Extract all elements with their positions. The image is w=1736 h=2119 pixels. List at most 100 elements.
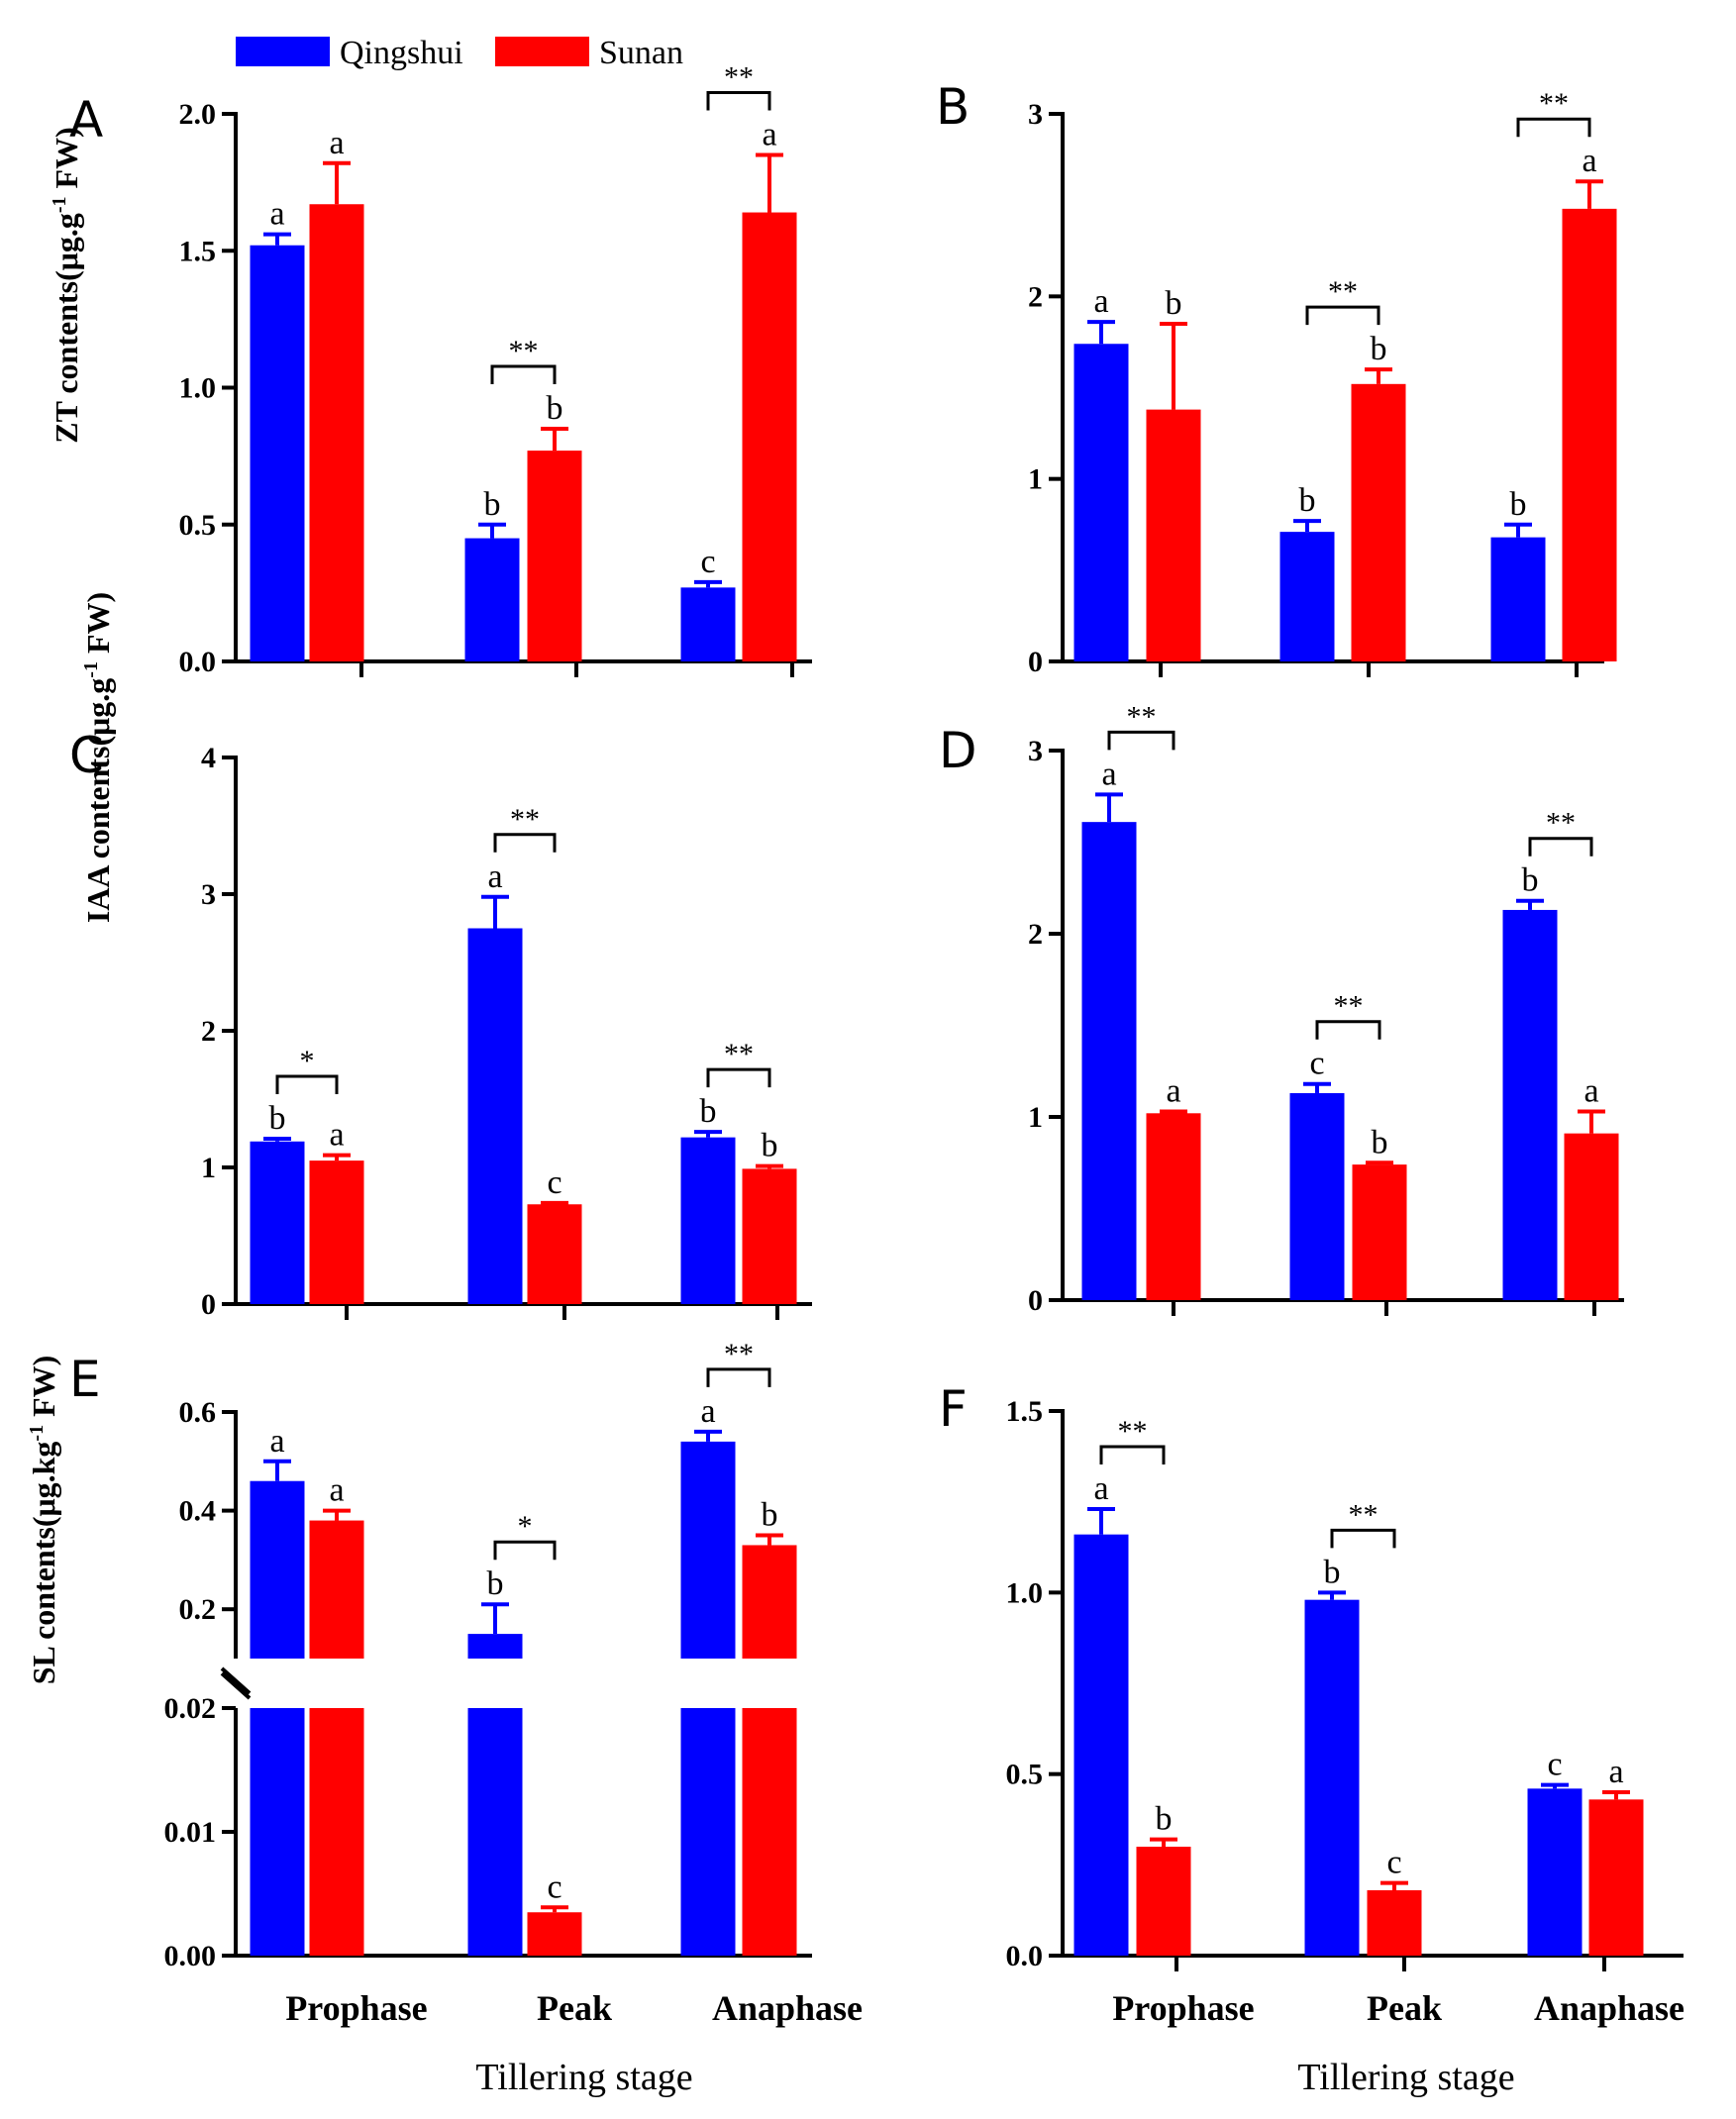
- sig-letter: b: [1371, 331, 1387, 367]
- sig-prophase-bracket: [275, 1074, 339, 1095]
- x-category-label-left: Peak: [537, 1988, 612, 2028]
- legend-swatch-qingshui: [236, 37, 330, 66]
- sig-letter: a: [1583, 1072, 1598, 1109]
- y-tick-label: 0.02: [164, 1692, 217, 1725]
- bar-sunan-anaphase: [1564, 1133, 1619, 1300]
- bar-sunan-peak: [1367, 1890, 1422, 1956]
- bar-qingshui-anaphase: [680, 1137, 736, 1304]
- x-category-label-right: Prophase: [1112, 1988, 1254, 2028]
- legend-label-qingshui: Qingshui: [340, 35, 463, 71]
- sig-peak-stars: **: [510, 803, 540, 836]
- sig-letter: b: [1156, 1801, 1173, 1838]
- sig-letter: a: [269, 1423, 284, 1460]
- y-tick-label: 2.0: [179, 98, 217, 131]
- sig-peak-bracket: [493, 833, 557, 853]
- sig-peak-stars: *: [518, 1510, 533, 1543]
- bar-sunan-peak: [527, 1912, 582, 1956]
- bar-sunan-peak: [1351, 383, 1406, 661]
- axis-break-mark: [220, 1666, 252, 1695]
- bar-qingshui-prophase: [1073, 344, 1129, 661]
- y-tick-label: 2: [1028, 280, 1043, 313]
- sig-letter: b: [487, 1565, 504, 1602]
- sig-letter: c: [547, 1868, 562, 1905]
- y-tick-label: 0.0: [1006, 1940, 1044, 1972]
- sig-letter: a: [329, 1472, 344, 1509]
- sig-prophase-stars: **: [1118, 1415, 1148, 1448]
- y-tick-label: 0: [1028, 1284, 1043, 1317]
- bar-qingshui-peak-lower: [467, 1708, 523, 1956]
- panel-letter-c: C: [69, 727, 104, 784]
- bar-sunan-prophase: [1136, 1847, 1191, 1956]
- bar-qingshui-peak: [1279, 532, 1335, 661]
- bar-qingshui-prophase-upper: [250, 1480, 305, 1659]
- sig-letter: a: [1166, 1072, 1180, 1109]
- y-tick-label: 1: [1028, 1101, 1043, 1134]
- sig-letter: a: [1093, 283, 1108, 320]
- panel-f: F0.00.51.01.5ab**bc**c a: [939, 1380, 1684, 1972]
- bar-sunan-prophase: [309, 1160, 364, 1304]
- sig-anaphase-bracket: [1516, 117, 1591, 138]
- bar-qingshui-peak: [1289, 1092, 1345, 1300]
- bar-sunan-anaphase-upper: [742, 1545, 797, 1659]
- bar-qingshui-prophase-lower: [250, 1708, 305, 1956]
- panel-letter-f: F: [939, 1380, 968, 1438]
- bar-qingshui-peak-upper: [467, 1634, 523, 1659]
- bar-sunan-anaphase: [742, 212, 797, 662]
- bar-qingshui-peak: [1304, 1599, 1360, 1956]
- sig-letter: b: [547, 390, 563, 427]
- sig-letter: a: [1582, 143, 1596, 179]
- y-tick-label: 0.01: [164, 1816, 217, 1849]
- y-tick-label: 0.00: [164, 1940, 217, 1972]
- x-title-right: Tillering stage: [1297, 2057, 1514, 2098]
- y-tick-label: 0.5: [1006, 1759, 1044, 1791]
- sig-peak-stars: **: [1328, 275, 1358, 308]
- y-title-sl: SL contents(μg.kg-1 FW): [26, 1356, 61, 1685]
- bar-qingshui-prophase: [1073, 1534, 1129, 1956]
- y-tick-label: 3: [1028, 98, 1043, 131]
- sig-anaphase-stars: **: [1546, 807, 1576, 840]
- sig-letter: b: [700, 1093, 717, 1130]
- sig-peak-bracket: [1315, 1020, 1381, 1040]
- bar-qingshui-anaphase: [680, 587, 736, 661]
- bar-qingshui-anaphase: [1502, 909, 1558, 1300]
- panel-letter-a: A: [69, 91, 103, 149]
- y-tick-label: 4: [201, 742, 216, 774]
- y-tick-label: 1.0: [179, 372, 217, 405]
- sig-letter: b: [484, 486, 501, 523]
- sig-peak-stars: **: [1334, 990, 1364, 1023]
- axis-break-mark: [220, 1671, 252, 1700]
- panel-letter-b: B: [936, 78, 970, 136]
- bar-sunan-anaphase-lower: [742, 1708, 797, 1956]
- y-tick-label: 3: [1028, 735, 1043, 767]
- bar-sunan-prophase: [309, 204, 364, 661]
- sig-letter: c: [1386, 1845, 1401, 1881]
- sig-anaphase-bracket: [706, 1067, 771, 1088]
- y-tick-label: 0: [201, 1288, 216, 1321]
- y-title-zt: ZT contents(μg.g-1 FW): [49, 127, 84, 444]
- sig-peak-bracket: [1330, 1528, 1396, 1549]
- sig-anaphase-bracket: [706, 1367, 771, 1387]
- sig-letter: a: [1608, 1754, 1623, 1790]
- sig-letter: a: [329, 125, 344, 161]
- sig-anaphase-bracket: [1528, 837, 1593, 857]
- y-tick-label: 0.5: [179, 509, 217, 542]
- y-tick-label: 2: [1028, 918, 1043, 951]
- panel-b: B 0 1 2 3 a b b b ** b a **: [936, 78, 1617, 678]
- sig-letter: c: [700, 544, 715, 580]
- sig-letter: b: [1372, 1124, 1388, 1160]
- sig-anaphase-bracket: [706, 90, 771, 111]
- bar-qingshui-prophase: [1081, 822, 1137, 1300]
- panel-letter-e: E: [69, 1351, 101, 1408]
- sig-prophase-bracket: [1099, 1445, 1166, 1464]
- bar-sunan-peak: [527, 1204, 582, 1304]
- bar-sunan-anaphase: [1588, 1799, 1644, 1956]
- y-tick-label: 0.0: [179, 646, 217, 678]
- sig-letter: b: [1522, 862, 1539, 899]
- bar-sunan-prophase: [1146, 1113, 1201, 1300]
- bar-sunan-prophase: [1146, 409, 1201, 661]
- sig-anaphase-stars: **: [724, 60, 754, 93]
- y-tick-label: 0: [1028, 646, 1043, 678]
- sig-letter: b: [762, 1128, 778, 1164]
- y-tick-label: 1.0: [1006, 1576, 1044, 1609]
